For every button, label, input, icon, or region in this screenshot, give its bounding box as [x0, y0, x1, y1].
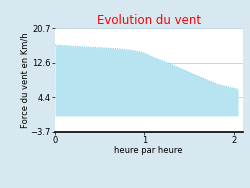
Y-axis label: Force du vent en Km/h: Force du vent en Km/h	[20, 32, 29, 128]
X-axis label: heure par heure: heure par heure	[114, 146, 183, 155]
Title: Evolution du vent: Evolution du vent	[97, 14, 201, 27]
